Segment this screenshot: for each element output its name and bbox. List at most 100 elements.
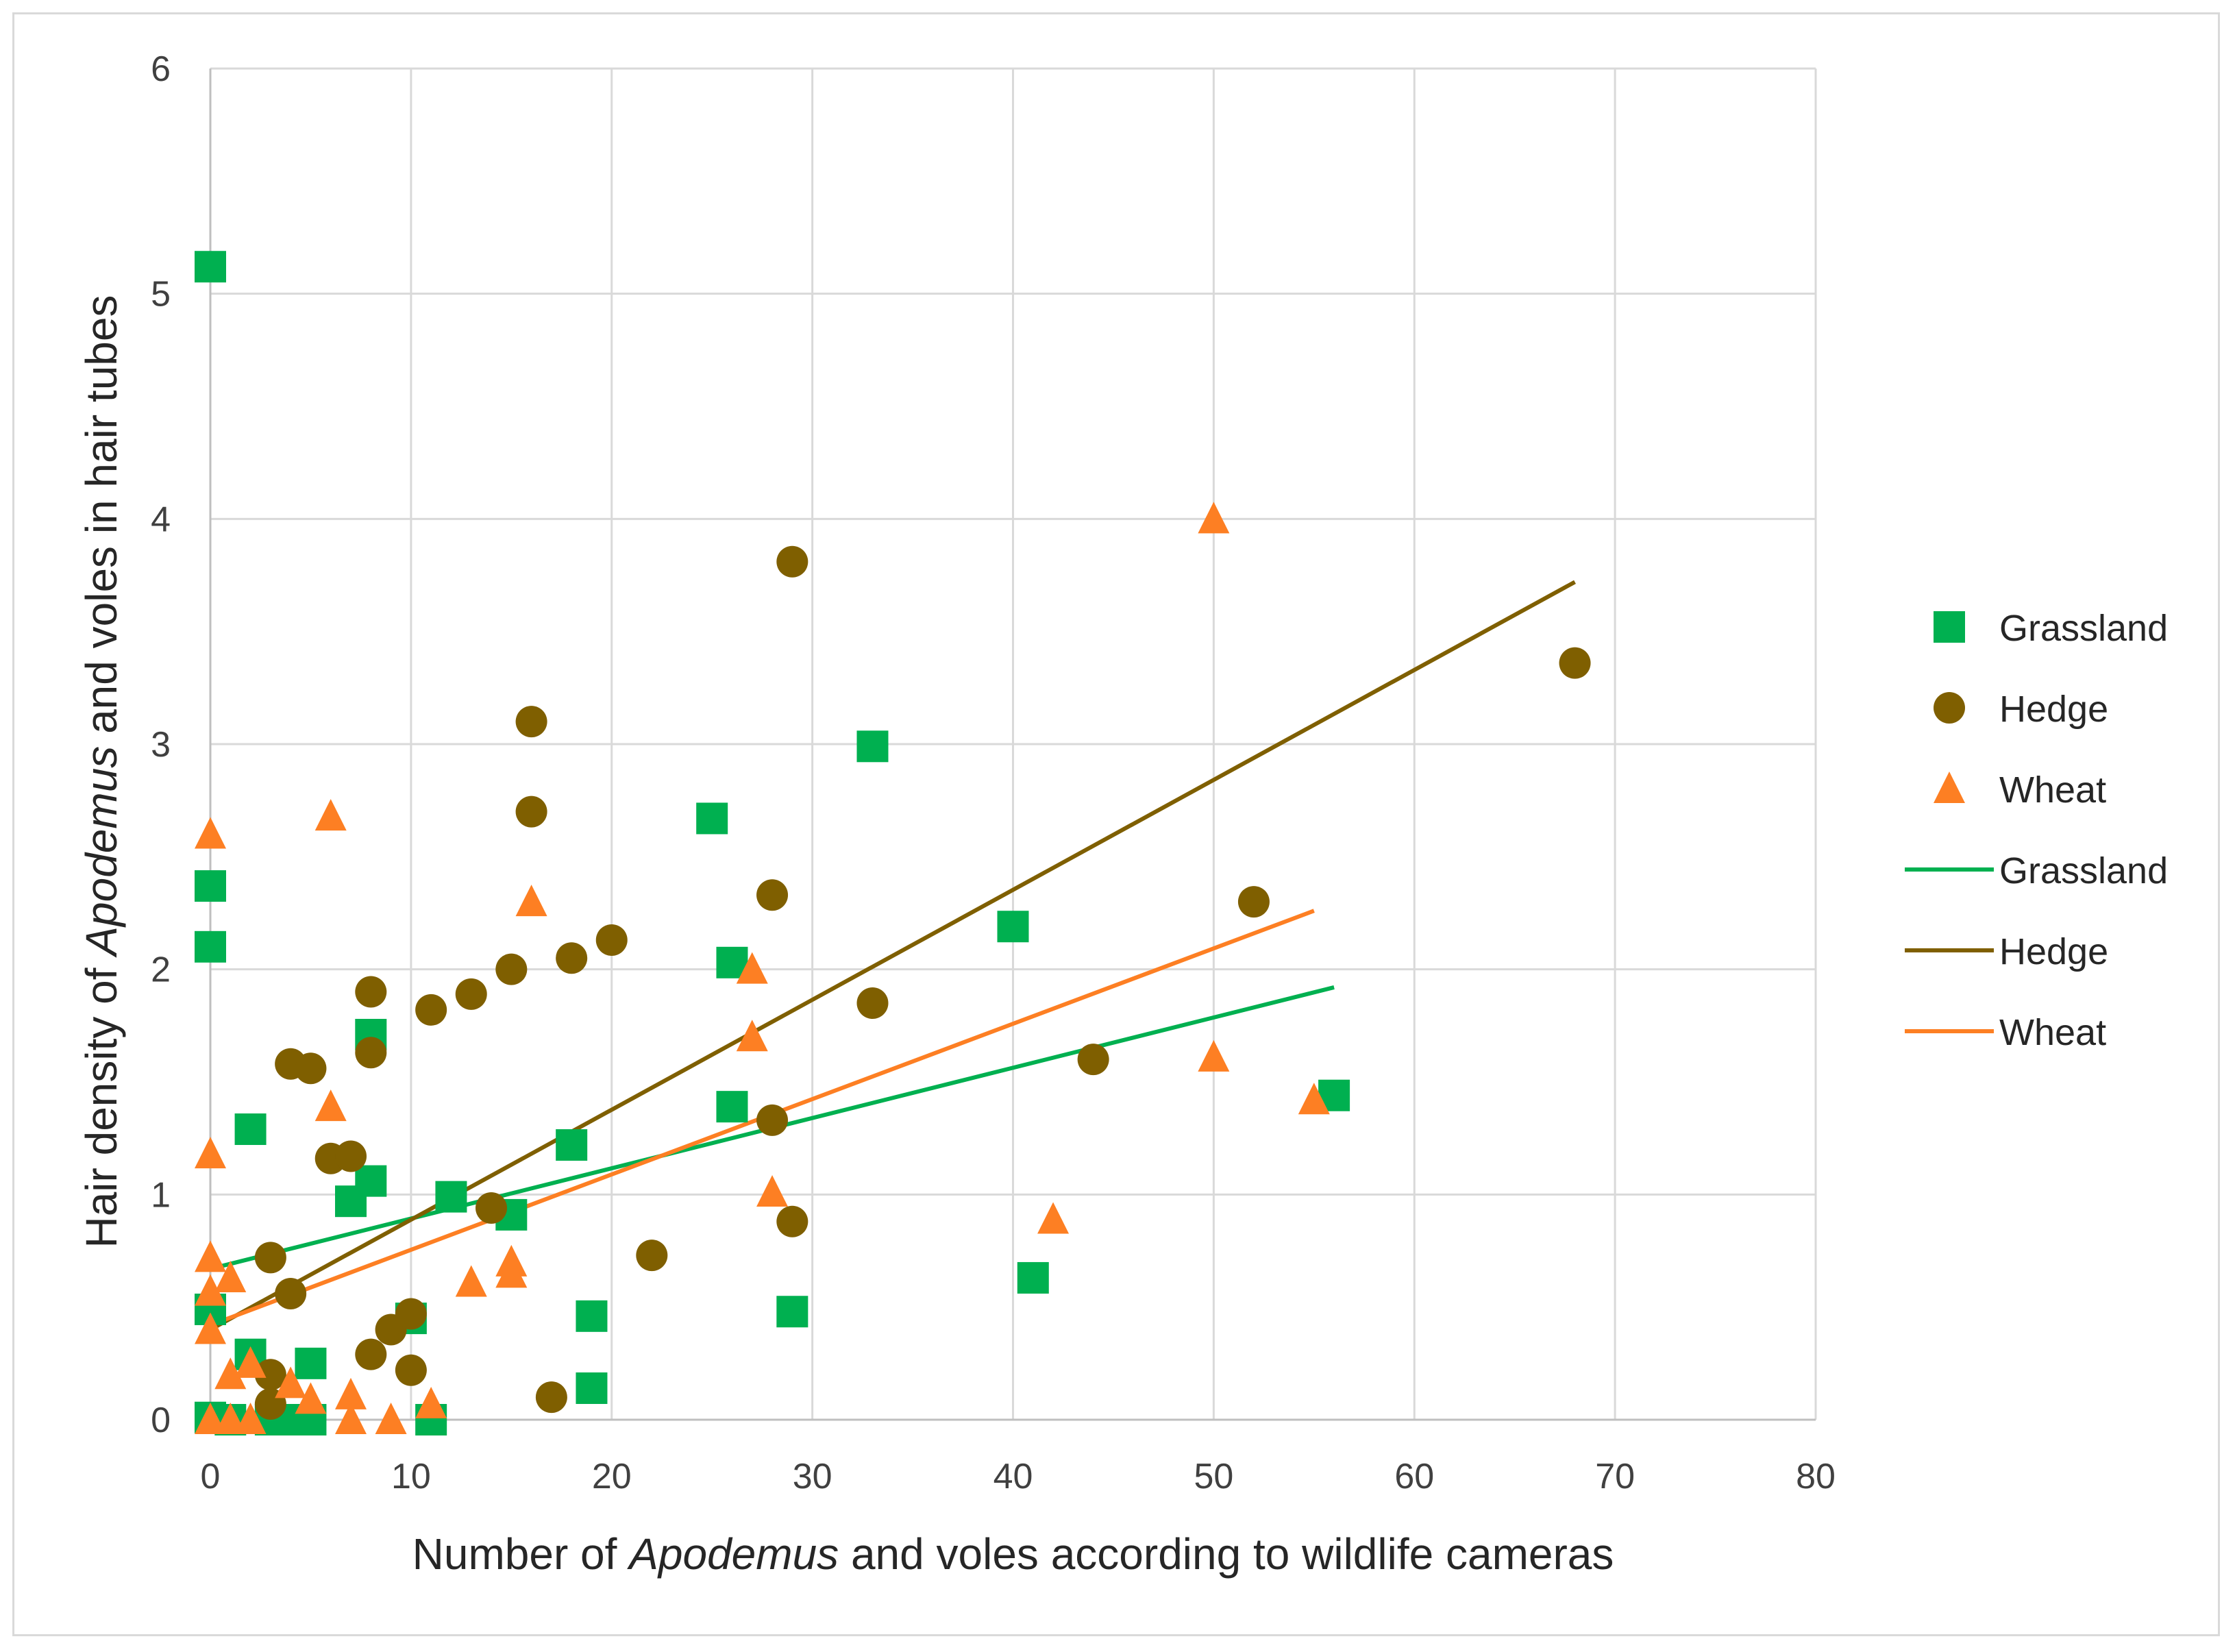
y-tick-label: 5 <box>151 275 171 315</box>
grassland-point <box>696 802 728 835</box>
hedge-point <box>1559 647 1591 679</box>
grassland-point <box>856 730 889 763</box>
wheat-point <box>1198 502 1230 534</box>
x-tick-label: 20 <box>592 1457 632 1496</box>
y-tick-label: 3 <box>151 725 171 765</box>
wheat-point <box>234 1346 267 1378</box>
wheat-point <box>275 1366 307 1398</box>
legend-item-wheat-line: Wheat <box>1905 1012 2106 1053</box>
legend-item-grassland-line: Grassland <box>1905 850 2168 891</box>
wheat-point <box>335 1377 367 1409</box>
hedge-point <box>1237 886 1270 918</box>
axes <box>209 69 1816 1421</box>
hedge-point <box>776 1205 808 1237</box>
hedge-point <box>355 976 387 1008</box>
hedge-point <box>254 1359 286 1391</box>
x-tick-label: 40 <box>993 1457 1033 1496</box>
hedge-point <box>476 1192 508 1224</box>
grid-lines <box>210 67 1817 1420</box>
hedge-point <box>856 987 889 1019</box>
hedge-point <box>275 1277 307 1309</box>
hedge-point <box>355 1037 387 1069</box>
wheat-point <box>455 1265 487 1297</box>
wheat-point <box>736 1020 768 1052</box>
wheat-point <box>295 1382 327 1414</box>
grassland-point <box>997 911 1029 943</box>
wheat-point <box>214 1357 247 1390</box>
hedge-point <box>515 796 547 828</box>
wheat-point <box>314 799 347 831</box>
grassland-point <box>716 1091 748 1123</box>
y-tick-label: 2 <box>151 950 171 990</box>
wheat-point <box>415 1386 447 1418</box>
legend-item-wheat-marker: Wheat <box>1934 769 2106 811</box>
wheat-point <box>1198 1039 1230 1072</box>
grassland-point <box>195 870 226 902</box>
grassland-point <box>576 1372 608 1404</box>
grassland-point <box>435 1181 467 1213</box>
hedge-point <box>395 1298 427 1330</box>
hedge-point <box>335 1140 367 1172</box>
wheat-point <box>214 1403 247 1434</box>
legend-label: Hedge <box>1999 689 2108 730</box>
x-tick-label: 70 <box>1595 1457 1635 1496</box>
y-tick-label: 4 <box>151 500 171 539</box>
trendline-hedge <box>209 580 1576 1332</box>
y-tick-label: 0 <box>151 1401 171 1440</box>
hedge-point <box>254 1242 286 1274</box>
legend-item-hedge-marker: Hedge <box>1934 689 2108 730</box>
trendlines <box>209 580 1576 1332</box>
legend-triangle-icon <box>1934 772 1965 803</box>
legend-label: Wheat <box>1999 769 2106 811</box>
grassland-point <box>195 930 226 963</box>
series-grassland <box>195 251 1350 1435</box>
x-axis-label: Number of Apodemus and voles according t… <box>412 1529 1614 1579</box>
wheat-point <box>195 1274 226 1306</box>
hedge-point <box>535 1381 567 1414</box>
wheat-point <box>335 1403 367 1434</box>
legend: Grassland Hedge Wheat Grassland Hedge Wheat <box>1905 608 2168 1053</box>
wheat-point <box>195 1403 226 1434</box>
wheat-point <box>195 1240 226 1272</box>
y-axis-label: Hair density of Apodemus and voles in ha… <box>77 295 126 1248</box>
series-wheat <box>195 502 1330 1434</box>
hedge-point <box>455 978 487 1010</box>
hedge-point <box>1077 1044 1109 1076</box>
hedge-point <box>756 1104 789 1136</box>
x-tick-label: 80 <box>1796 1457 1836 1496</box>
grassland-point <box>295 1347 327 1379</box>
hedge-point <box>495 953 528 985</box>
legend-square-icon <box>1934 611 1965 643</box>
data-points <box>195 251 1591 1435</box>
wheat-point <box>314 1089 347 1122</box>
grassland-point <box>355 1165 387 1197</box>
y-tick-label: 6 <box>151 49 171 89</box>
y-tick-label: 1 <box>151 1175 171 1215</box>
wheat-point <box>375 1403 407 1434</box>
wheat-point <box>195 1137 226 1169</box>
wheat-point <box>195 1312 226 1344</box>
hedge-point <box>395 1354 427 1386</box>
x-tick-label: 50 <box>1194 1457 1233 1496</box>
grassland-point <box>576 1300 608 1332</box>
hedge-point <box>415 994 447 1026</box>
legend-label: Wheat <box>1999 1012 2106 1053</box>
x-tick-label: 0 <box>201 1457 221 1496</box>
grassland-point <box>556 1129 588 1161</box>
wheat-point <box>1298 1083 1330 1115</box>
wheat-point <box>214 1260 247 1292</box>
hedge-point <box>515 706 547 738</box>
grassland-point <box>234 1113 267 1146</box>
legend-item-grassland-marker: Grassland <box>1934 608 2168 649</box>
grassland-point <box>776 1296 808 1328</box>
wheat-point <box>495 1256 528 1288</box>
legend-circle-icon <box>1934 692 1965 724</box>
legend-label: Grassland <box>1999 608 2168 649</box>
x-tick-label: 60 <box>1394 1457 1434 1496</box>
series-hedge <box>254 545 1591 1420</box>
tick-labels: 0 10 20 30 40 50 60 70 80 0 1 2 3 4 5 6 <box>151 49 1836 1496</box>
hedge-point <box>636 1240 668 1272</box>
legend-label: Hedge <box>1999 931 2108 972</box>
hedge-point <box>556 942 588 974</box>
